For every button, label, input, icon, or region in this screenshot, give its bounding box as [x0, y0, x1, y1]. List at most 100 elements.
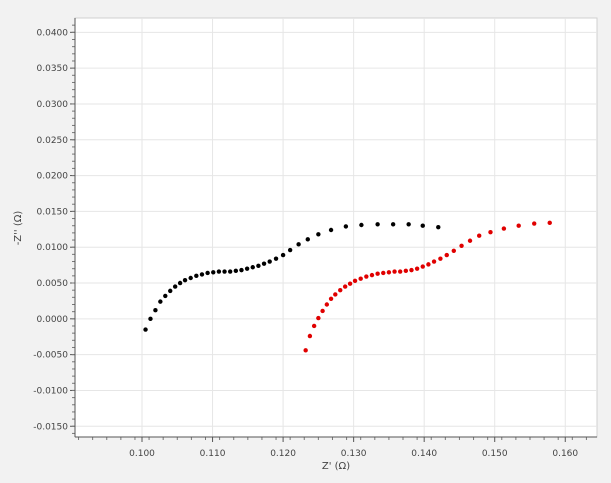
y-tick-label: 0.0050: [37, 279, 69, 289]
series-2-point: [316, 315, 321, 321]
series-1-point: [267, 259, 272, 264]
y-tick-label: -0.0150: [33, 422, 68, 432]
series-2-point: [532, 221, 537, 226]
series-2-point: [338, 287, 343, 293]
series-1-point: [316, 232, 321, 237]
y-tick-label: -0.0050: [33, 351, 68, 361]
series-2-point: [375, 271, 380, 276]
series-1-point: [199, 272, 205, 277]
series-2-point: [307, 333, 313, 339]
series-1-point: [172, 284, 178, 289]
series-2-point: [444, 252, 449, 258]
series-2-point: [358, 276, 363, 281]
series-2-point: [426, 262, 431, 267]
series-2-point: [431, 259, 437, 264]
series-2-point: [403, 268, 409, 274]
x-tick-label: 0.150: [482, 449, 508, 459]
series-1-point: [205, 270, 210, 276]
series-1-point: [163, 293, 168, 299]
series-1-point: [143, 327, 148, 332]
y-tick-label: -0.0100: [33, 386, 68, 396]
series-1-point: [359, 222, 364, 228]
grid-lines: [75, 18, 597, 437]
series-1-point: [194, 273, 199, 279]
series-1-point: [227, 269, 233, 274]
series-1-point: [148, 316, 153, 322]
series-2-point: [328, 296, 334, 301]
series-2-point: [352, 278, 358, 284]
x-tick-label: 0.160: [552, 449, 578, 459]
series-1-point: [182, 277, 188, 283]
series-2-point: [488, 229, 493, 235]
series-1-point: [239, 267, 244, 273]
series-2-point: [414, 266, 420, 271]
series-1-point: [233, 268, 239, 274]
series-2-point: [311, 323, 317, 329]
x-tick-label: 0.100: [129, 449, 155, 459]
series-1-point: [153, 308, 158, 313]
series-1-point: [168, 288, 173, 294]
axes: 0.100 0.110 0.120 0.130 0.140 0.150 0.160 0.040…: [33, 18, 597, 459]
y-tick-label: 0.0200: [37, 172, 69, 182]
series-1-point: [158, 299, 163, 304]
series-2-point: [342, 284, 348, 289]
series-2-point: [516, 223, 521, 228]
series-2-point: [420, 264, 425, 269]
series-1-point: [436, 224, 441, 230]
series-1-point: [250, 265, 255, 270]
x-tick-label: 0.120: [270, 449, 296, 459]
x-tick-label: 0.130: [341, 449, 367, 459]
series-2-point: [476, 233, 482, 238]
series-2-point: [547, 220, 552, 226]
y-tick-label: 0.0300: [37, 100, 69, 110]
y-tick-label: 0.0150: [37, 207, 69, 217]
series-1-point: [328, 227, 334, 233]
series-1-point: [256, 263, 261, 269]
y-tick-label: 0.0400: [37, 28, 69, 38]
series-1-point: [177, 280, 183, 286]
series-2-point: [369, 272, 375, 278]
series-1-point: [390, 222, 396, 227]
x-axis-label: Z' (Ω): [322, 461, 350, 472]
series-2-point: [459, 243, 464, 248]
series-2-point: [386, 270, 392, 275]
x-tick-label: 0.140: [411, 449, 437, 459]
series-1-point: [273, 256, 279, 261]
y-tick-label: 0.0000: [37, 315, 69, 325]
y-tick-label: 0.0100: [37, 243, 69, 253]
series-2-point: [501, 226, 507, 231]
series-2-point: [333, 292, 338, 297]
series-1-point: [280, 252, 286, 258]
series-2-point: [324, 302, 330, 307]
data-points: [143, 220, 552, 353]
series-1-point: [222, 269, 227, 274]
series-1-point: [406, 222, 411, 227]
series-2-point: [467, 238, 473, 243]
series-2-point: [397, 269, 403, 274]
series-2-point: [381, 270, 386, 276]
series-1-point: [287, 247, 293, 253]
series-2-point: [303, 348, 308, 353]
series-1-point: [305, 237, 310, 242]
series-1-point: [261, 261, 267, 266]
series-2-point: [438, 256, 443, 261]
series-1-point: [216, 269, 222, 274]
series-1-point: [211, 270, 216, 275]
series-2-point: [392, 269, 397, 274]
plot-area: [74, 17, 598, 438]
series-1-point: [375, 222, 380, 227]
series-1-point: [343, 224, 349, 229]
series-2-point: [364, 274, 369, 279]
series-2-point: [347, 281, 353, 286]
series-1-point: [296, 242, 301, 247]
series-1-point: [188, 275, 193, 281]
series-2-point: [409, 267, 414, 273]
series-2-point: [451, 248, 457, 253]
y-axis-label: -Z'' (Ω): [13, 211, 24, 246]
series-1-point: [244, 266, 250, 271]
series-1-point: [420, 223, 425, 228]
y-tick-label: 0.0350: [37, 64, 69, 74]
y-tick-label: 0.0250: [37, 136, 69, 146]
